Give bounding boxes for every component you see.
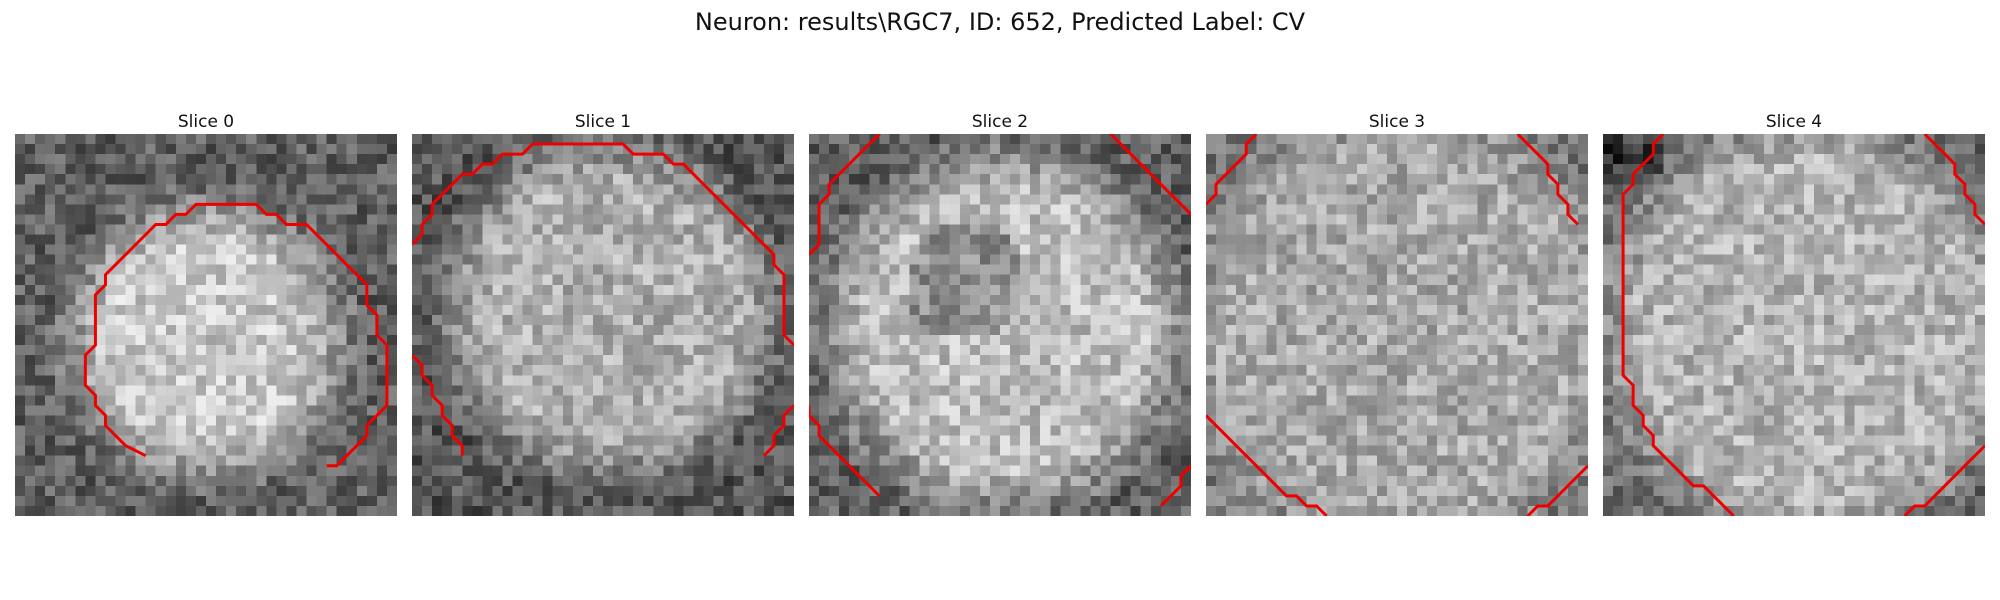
contour-line [1161,466,1191,506]
contour-line [1528,466,1588,516]
contour-line [1111,134,1191,214]
slice-heatmap [15,134,397,516]
contour-line [85,204,387,465]
slice-image [15,134,397,516]
slice-image [412,134,794,516]
panel-slice-3: Slice 3 [1206,110,1588,516]
panel-slice-1: Slice 1 [412,110,794,516]
contour-overlay [412,134,794,516]
contour-overlay [15,134,397,516]
contour-line [1518,134,1578,224]
slice-heatmap [1206,134,1588,516]
panel-title: Slice 3 [1368,112,1426,132]
panel-slice-4: Slice 4 [1603,110,1985,516]
panel-title: Slice 0 [177,112,235,132]
contour-line [809,134,879,255]
contour-overlay [1603,134,1985,516]
panel-title: Slice 2 [971,112,1029,132]
slice-heatmap [1603,134,1985,516]
contour-line [764,405,794,455]
panel-slice-2: Slice 2 [809,110,1191,516]
slice-image [1206,134,1588,516]
slice-image [1603,134,1985,516]
contour-line [1925,134,1985,224]
slice-heatmap [809,134,1191,516]
contour-overlay [809,134,1191,516]
contour-line [1905,446,1985,516]
contour-overlay [1206,134,1588,516]
contour-line [412,355,462,456]
contour-line [412,144,794,345]
contour-line [809,405,879,495]
panel-title: Slice 1 [574,112,632,132]
panel-title: Slice 4 [1765,112,1823,132]
contour-line [1623,134,1734,516]
contour-line [1206,134,1256,204]
figure-title: Neuron: results\RGC7, ID: 652, Predicted… [694,8,1306,36]
panel-slice-0: Slice 0 [15,110,397,516]
contour-line [1206,415,1327,516]
slice-heatmap [412,134,794,516]
slice-image [809,134,1191,516]
